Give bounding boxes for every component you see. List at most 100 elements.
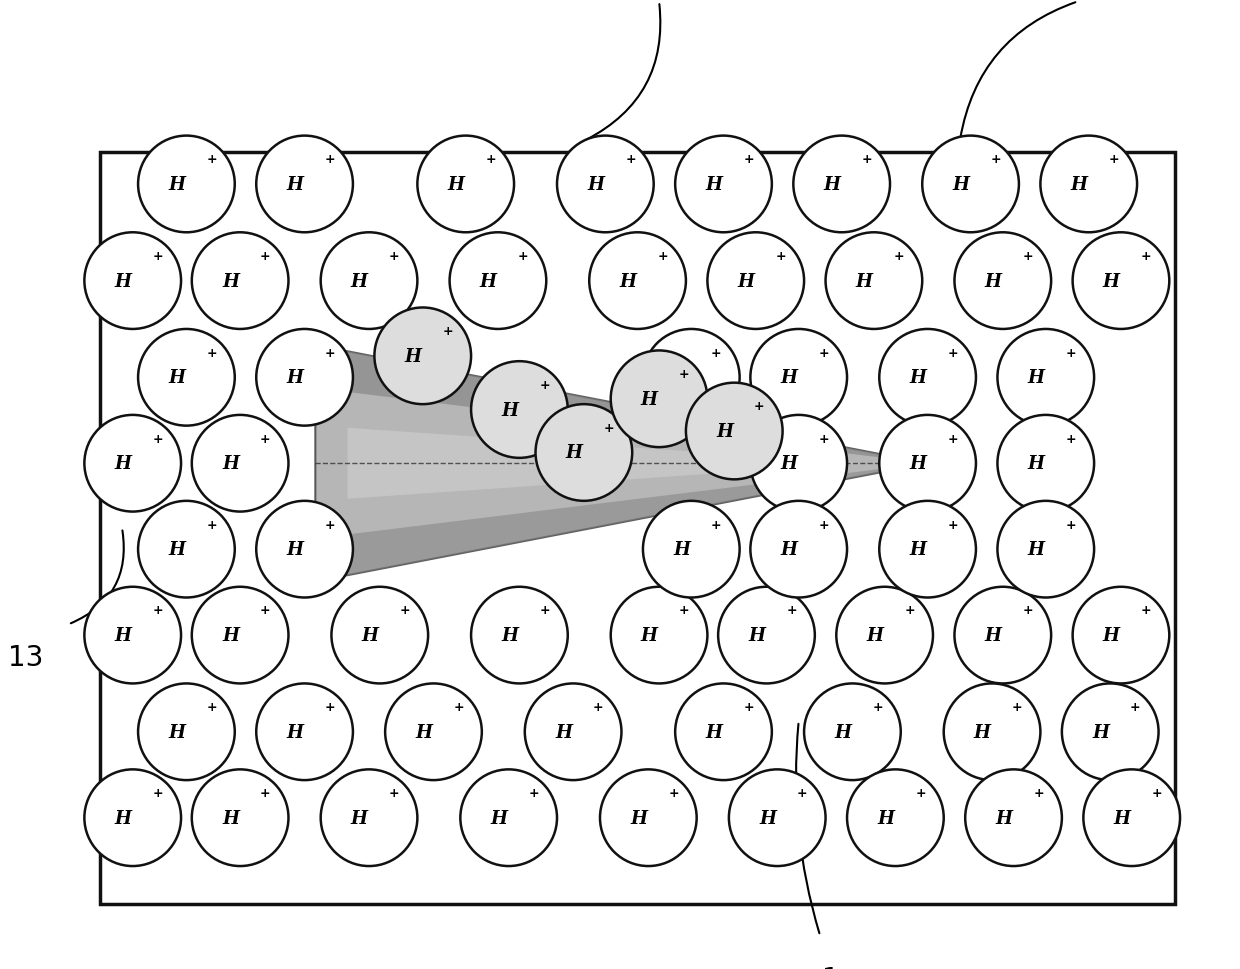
Circle shape: [750, 416, 847, 512]
Text: +: +: [1065, 518, 1076, 531]
Text: +: +: [894, 250, 904, 263]
Text: H: H: [780, 541, 797, 558]
Circle shape: [729, 769, 826, 866]
Text: +: +: [668, 786, 678, 799]
Text: +: +: [711, 346, 722, 359]
Circle shape: [374, 308, 471, 405]
Text: H: H: [1102, 272, 1120, 291]
Text: H: H: [856, 272, 873, 291]
Text: +: +: [389, 786, 399, 799]
Text: H: H: [1114, 809, 1131, 827]
Text: +: +: [904, 604, 915, 617]
Circle shape: [707, 233, 804, 329]
Polygon shape: [347, 428, 863, 499]
Circle shape: [997, 416, 1094, 512]
Circle shape: [944, 684, 1040, 780]
Text: +: +: [678, 368, 689, 381]
Text: H: H: [780, 369, 797, 387]
Circle shape: [965, 769, 1061, 866]
Text: +: +: [1033, 786, 1044, 799]
Text: H: H: [706, 723, 723, 741]
Text: +: +: [325, 346, 335, 359]
Text: H: H: [715, 422, 733, 441]
Text: H: H: [114, 809, 131, 827]
Text: H: H: [1028, 541, 1044, 558]
Circle shape: [321, 769, 418, 866]
Text: +: +: [153, 250, 164, 263]
Circle shape: [138, 501, 234, 598]
Text: +: +: [1023, 604, 1033, 617]
Text: +: +: [1130, 701, 1141, 713]
Circle shape: [192, 233, 289, 329]
Text: +: +: [325, 701, 335, 713]
Text: H: H: [480, 272, 497, 291]
Text: H: H: [867, 626, 883, 644]
Text: H: H: [565, 444, 583, 462]
Circle shape: [675, 684, 771, 780]
Circle shape: [644, 501, 739, 598]
Text: +: +: [1065, 346, 1076, 359]
Text: H: H: [169, 369, 185, 387]
Text: +: +: [153, 432, 164, 445]
Text: +: +: [797, 786, 807, 799]
Circle shape: [257, 329, 353, 426]
Circle shape: [644, 329, 739, 426]
Text: H: H: [448, 175, 465, 194]
Text: +: +: [915, 786, 926, 799]
Circle shape: [847, 769, 944, 866]
Text: H: H: [222, 272, 239, 291]
Text: H: H: [286, 541, 304, 558]
Text: +: +: [818, 518, 830, 531]
Text: +: +: [389, 250, 399, 263]
Text: +: +: [443, 325, 453, 338]
Text: +: +: [518, 250, 528, 263]
Text: +: +: [486, 153, 496, 166]
Text: +: +: [1152, 786, 1162, 799]
Circle shape: [1073, 587, 1169, 684]
Text: H: H: [835, 723, 851, 741]
Text: 13: 13: [7, 642, 43, 671]
Circle shape: [955, 233, 1052, 329]
Text: +: +: [528, 786, 539, 799]
Text: H: H: [351, 809, 368, 827]
Circle shape: [557, 137, 653, 233]
Text: H: H: [748, 626, 765, 644]
Polygon shape: [315, 464, 928, 581]
Text: H: H: [909, 541, 926, 558]
Text: H: H: [556, 723, 572, 741]
Circle shape: [1073, 233, 1169, 329]
Circle shape: [997, 329, 1094, 426]
Text: +: +: [743, 153, 754, 166]
Circle shape: [750, 329, 847, 426]
Text: H: H: [491, 809, 507, 827]
Text: H: H: [673, 369, 691, 387]
Text: H: H: [169, 175, 185, 194]
Text: +: +: [260, 786, 270, 799]
Text: H: H: [1028, 369, 1044, 387]
Circle shape: [589, 233, 686, 329]
Circle shape: [879, 501, 976, 598]
Circle shape: [879, 329, 976, 426]
Text: H: H: [501, 626, 518, 644]
Circle shape: [471, 361, 568, 458]
Text: +: +: [657, 250, 668, 263]
Text: 1: 1: [822, 965, 839, 969]
Text: +: +: [260, 604, 270, 617]
Text: H: H: [877, 809, 894, 827]
Circle shape: [138, 684, 234, 780]
Circle shape: [675, 137, 771, 233]
Text: H: H: [415, 723, 433, 741]
Circle shape: [84, 769, 181, 866]
Text: +: +: [947, 432, 959, 445]
Text: +: +: [206, 153, 217, 166]
Text: H: H: [362, 626, 378, 644]
Text: +: +: [206, 518, 217, 531]
Text: +: +: [325, 153, 335, 166]
Text: H: H: [1092, 723, 1109, 741]
Circle shape: [1061, 684, 1158, 780]
Circle shape: [536, 405, 632, 501]
Circle shape: [192, 769, 289, 866]
Text: +: +: [678, 604, 689, 617]
Circle shape: [997, 501, 1094, 598]
Text: H: H: [501, 401, 518, 419]
